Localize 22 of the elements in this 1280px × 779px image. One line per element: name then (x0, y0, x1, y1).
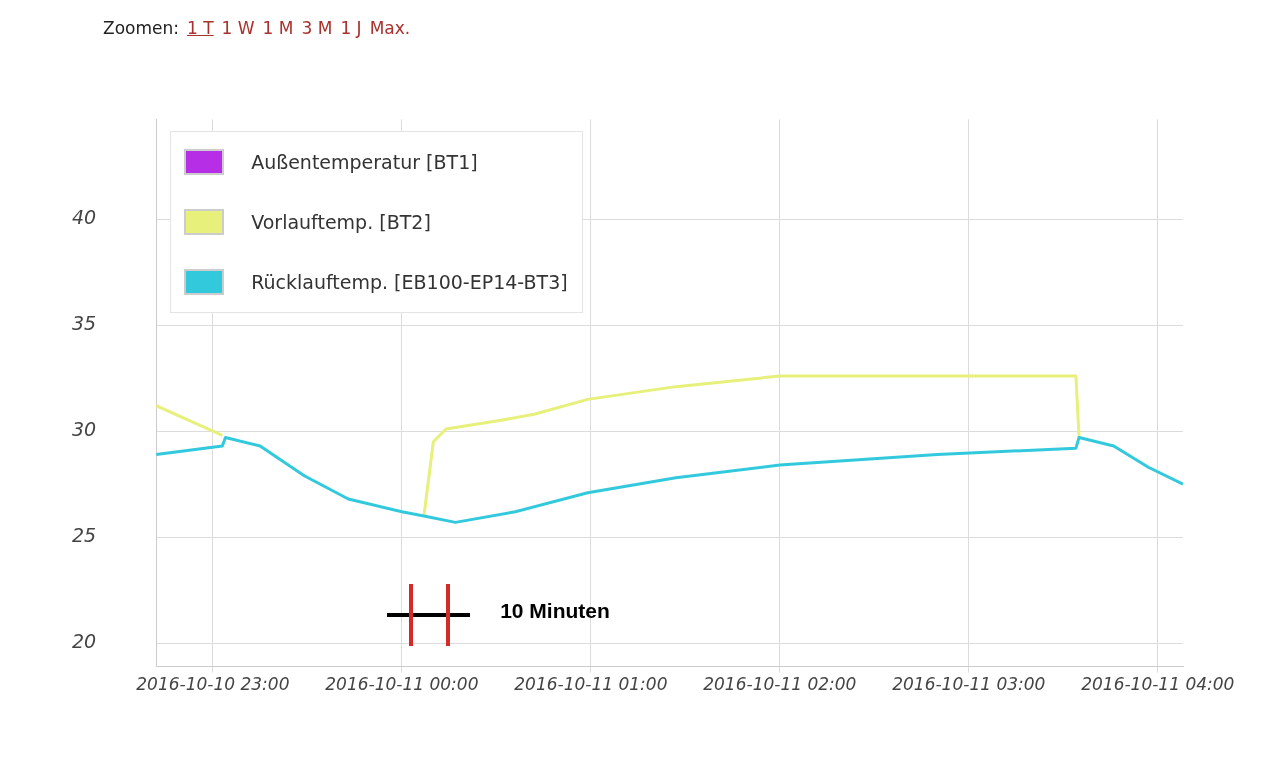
y-tick-label: 40 (71, 206, 97, 229)
legend-label: Außentemperatur [BT1] (250, 150, 479, 176)
x-tick-label: 2016-10-11 03:00 (892, 674, 1046, 695)
y-tick-label: 30 (71, 418, 97, 441)
text: Max. (369, 18, 411, 38)
legend-label: Rücklauftemp. [EB100-EP14-BT3] (250, 270, 569, 296)
y-tick-label: 35 (71, 312, 97, 335)
x-tick-label: 2016-10-11 02:00 (703, 674, 857, 695)
text: 1 W (221, 18, 255, 38)
x-tick-label: 2016-10-10 23:00 (136, 674, 290, 695)
text: 1 J (340, 18, 362, 38)
annotation: 10 Minuten (500, 598, 610, 623)
legend-label: Vorlauftemp. [BT2] (250, 210, 432, 236)
y-tick-label: 25 (71, 524, 97, 547)
text: 1 M (262, 18, 294, 38)
x-tick-label: 2016-10-11 04:00 (1081, 674, 1235, 695)
y-tick-label: 20 (71, 630, 97, 653)
text: Zoomen: (103, 18, 179, 38)
text: 1 T (186, 18, 214, 38)
text: 3 M (301, 18, 333, 38)
x-tick-label: 2016-10-11 00:00 (325, 674, 479, 695)
x-tick-label: 2016-10-11 01:00 (514, 674, 668, 695)
